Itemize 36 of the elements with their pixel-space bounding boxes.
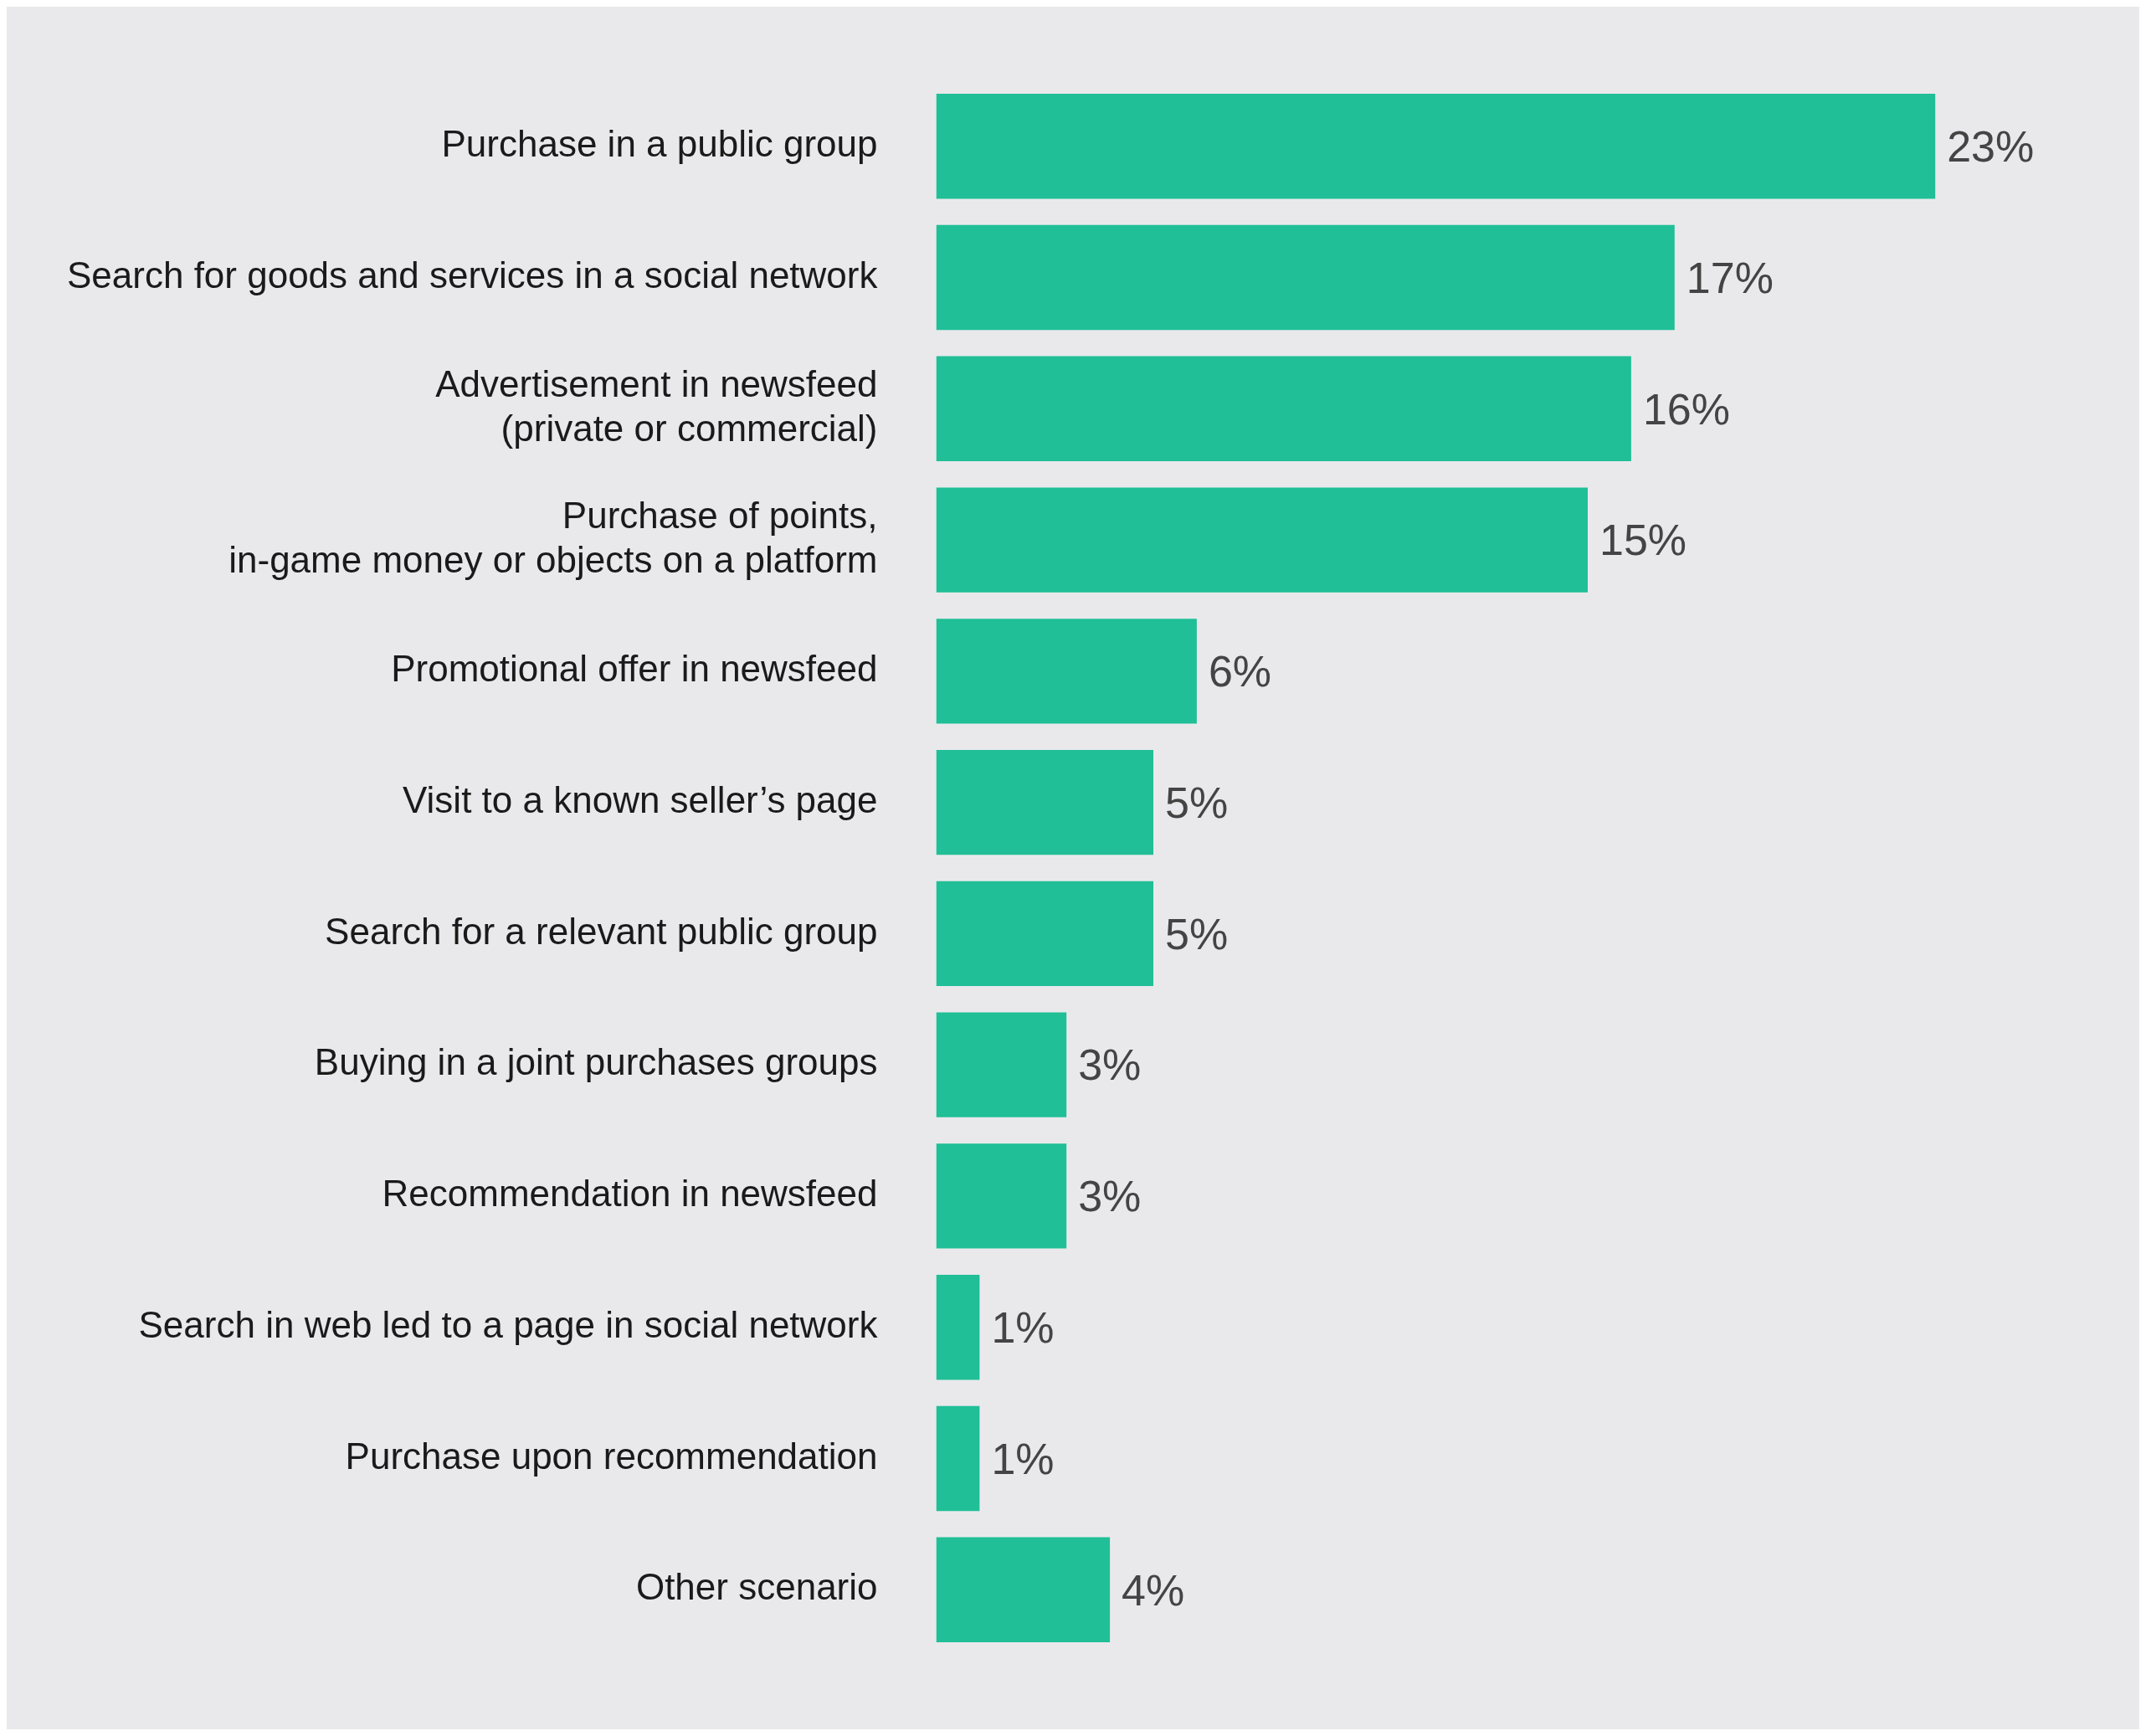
bar bbox=[936, 1143, 1067, 1249]
y-tick-label: Promotional offer in newsfeed bbox=[391, 647, 878, 689]
bar bbox=[936, 224, 1675, 331]
y-tick-label: Search for goods and services in a social network bbox=[66, 254, 879, 295]
data-label: 3% bbox=[1078, 1172, 1142, 1221]
y-tick-label: Purchase in a public group bbox=[441, 122, 878, 164]
bar bbox=[936, 1012, 1067, 1117]
y-tick-label: Search in web led to a page in social network bbox=[138, 1303, 879, 1345]
y-tick-label: Other scenario bbox=[635, 1566, 878, 1608]
y-tick-label: Buying in a joint purchases groups bbox=[314, 1041, 878, 1083]
data-label: 5% bbox=[1165, 778, 1229, 827]
data-label: 23% bbox=[1947, 122, 2035, 172]
bar bbox=[936, 1405, 980, 1512]
data-label: 1% bbox=[991, 1303, 1055, 1353]
data-label: 15% bbox=[1599, 516, 1687, 565]
bar bbox=[936, 356, 1631, 462]
data-label: 4% bbox=[1122, 1565, 1185, 1615]
y-tick-label: Advertisement in newsfeed (private or commercial) bbox=[435, 363, 878, 449]
bar bbox=[936, 1274, 980, 1380]
data-label: 1% bbox=[991, 1434, 1055, 1483]
y-tick-label: Purchase upon recommendation bbox=[345, 1435, 878, 1477]
bar bbox=[936, 749, 1153, 855]
y-tick-label: Search for a relevant public group bbox=[325, 910, 878, 952]
y-tick-label: Visit to a known seller’s page bbox=[403, 778, 878, 820]
bar bbox=[936, 487, 1588, 593]
y-tick-label: Purchase of points, in-game money or objects on a platform bbox=[228, 494, 878, 580]
y-tick-label: Recommendation in newsfeed bbox=[382, 1173, 878, 1215]
bar bbox=[936, 94, 1936, 199]
data-label: 6% bbox=[1208, 647, 1272, 696]
bar bbox=[936, 1537, 1111, 1642]
data-label: 16% bbox=[1642, 384, 1730, 434]
bar bbox=[936, 619, 1197, 724]
bar bbox=[936, 881, 1153, 987]
data-label: 5% bbox=[1165, 909, 1229, 958]
data-label: 3% bbox=[1078, 1040, 1142, 1090]
data-label: 17% bbox=[1686, 253, 1774, 302]
